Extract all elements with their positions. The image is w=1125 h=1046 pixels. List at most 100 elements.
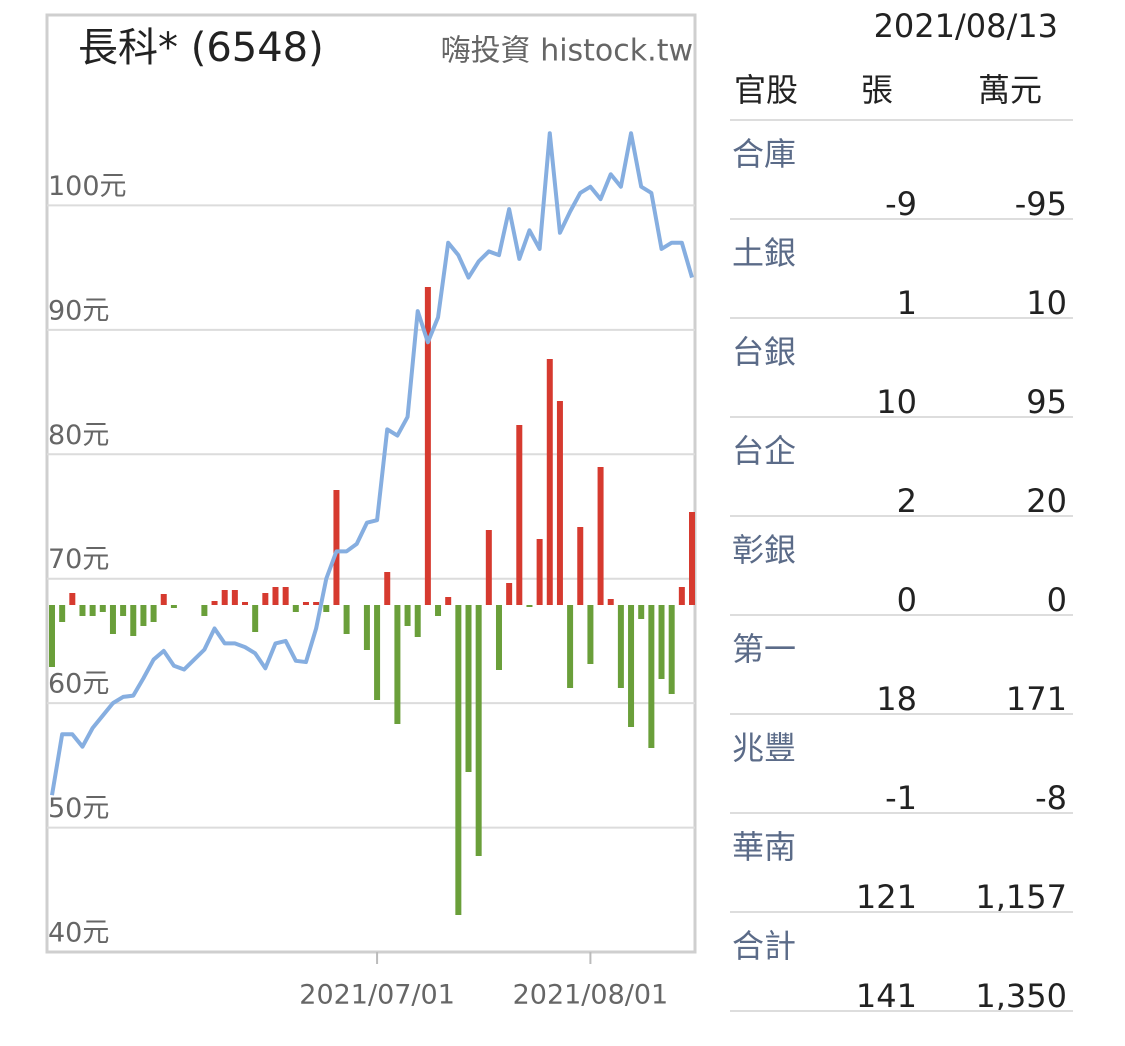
bar xyxy=(292,605,299,612)
bar xyxy=(333,490,340,605)
bar xyxy=(374,605,381,700)
table-header: 萬元 xyxy=(978,71,1042,109)
bar xyxy=(323,605,330,612)
bar xyxy=(536,539,543,605)
row-name: 土銀 xyxy=(732,234,796,272)
row-value: 10 xyxy=(876,383,917,421)
row-name: 兆豐 xyxy=(732,729,796,767)
bar xyxy=(150,605,157,622)
bar xyxy=(252,605,259,632)
bar xyxy=(69,593,76,605)
bar xyxy=(607,599,614,605)
chart-source: 嗨投資 histock.tw xyxy=(441,34,693,69)
row-value: -8 xyxy=(1035,779,1067,817)
bar xyxy=(302,602,309,605)
bar xyxy=(384,572,391,605)
bar xyxy=(89,605,96,616)
bar xyxy=(465,605,472,772)
row-name: 台銀 xyxy=(732,333,796,371)
bar xyxy=(99,605,106,612)
bar xyxy=(272,587,279,605)
bar xyxy=(648,605,655,748)
y-tick-label: 50元 xyxy=(48,793,109,824)
chart-frame xyxy=(45,13,697,954)
bar xyxy=(668,605,675,694)
y-tick-label: 100元 xyxy=(48,171,127,202)
y-tick-label: 40元 xyxy=(48,918,109,949)
bar xyxy=(242,602,249,605)
bar xyxy=(485,530,492,605)
row-value: -1 xyxy=(885,779,917,817)
row-value: -9 xyxy=(885,185,917,223)
bar xyxy=(628,605,635,727)
bar xyxy=(140,605,147,626)
bar xyxy=(567,605,574,688)
bar xyxy=(435,605,442,616)
y-tick-label: 80元 xyxy=(48,420,109,451)
bar xyxy=(109,605,116,634)
row-value: 1 xyxy=(897,284,917,322)
row-name: 台企 xyxy=(732,432,796,470)
row-value: 95 xyxy=(1026,383,1067,421)
bar xyxy=(516,425,523,605)
bar xyxy=(313,602,320,605)
row-value: 171 xyxy=(1006,680,1067,718)
bar xyxy=(577,527,584,605)
bar xyxy=(495,605,502,670)
bar xyxy=(282,587,289,605)
row-value: 2 xyxy=(897,482,917,520)
bar xyxy=(658,605,665,679)
bar xyxy=(394,605,401,724)
row-value: 18 xyxy=(876,680,917,718)
bar xyxy=(130,605,137,636)
chart-title: 長科* (6548) xyxy=(78,25,324,71)
bar xyxy=(506,583,513,605)
bar xyxy=(262,593,269,605)
y-tick-label: 90元 xyxy=(48,295,109,326)
y-tick-label: 60元 xyxy=(48,669,109,700)
table-date: 2021/08/13 xyxy=(874,7,1058,45)
bar xyxy=(160,594,167,605)
x-tick-label: 2021/08/01 xyxy=(513,980,669,1011)
row-name: 合計 xyxy=(732,927,796,965)
price-line xyxy=(50,131,694,796)
y-tick-label: 70元 xyxy=(48,544,109,575)
bar xyxy=(445,597,452,605)
bar xyxy=(201,605,208,616)
bar xyxy=(414,605,421,637)
bar xyxy=(587,605,594,664)
bar xyxy=(638,605,645,619)
row-name: 第一 xyxy=(732,630,796,668)
row-value: 0 xyxy=(897,581,917,619)
bar xyxy=(597,467,604,605)
bar xyxy=(526,605,533,607)
table-header: 張 xyxy=(861,71,893,109)
row-value: 10 xyxy=(1026,284,1067,322)
row-value: -95 xyxy=(1015,185,1067,223)
table-header: 官股 xyxy=(734,71,798,109)
row-name: 華南 xyxy=(732,828,796,866)
row-value: 20 xyxy=(1026,482,1067,520)
bar xyxy=(424,287,431,605)
row-value: 1,350 xyxy=(975,977,1067,1015)
bar xyxy=(689,512,695,605)
row-value: 1,157 xyxy=(975,878,1067,916)
bar xyxy=(404,605,411,626)
bar xyxy=(556,401,563,605)
bar xyxy=(79,605,86,616)
bar xyxy=(455,605,462,915)
bar xyxy=(678,587,685,605)
row-name: 彰銀 xyxy=(732,531,796,569)
row-value: 141 xyxy=(856,977,917,1015)
row-value: 0 xyxy=(1047,581,1067,619)
bar xyxy=(59,605,66,622)
bar xyxy=(170,605,177,608)
x-tick-label: 2021/07/01 xyxy=(299,980,455,1011)
bar xyxy=(211,601,218,605)
row-name: 合庫 xyxy=(732,135,796,173)
bar xyxy=(363,605,370,650)
bar xyxy=(617,605,624,688)
row-value: 121 xyxy=(856,878,917,916)
